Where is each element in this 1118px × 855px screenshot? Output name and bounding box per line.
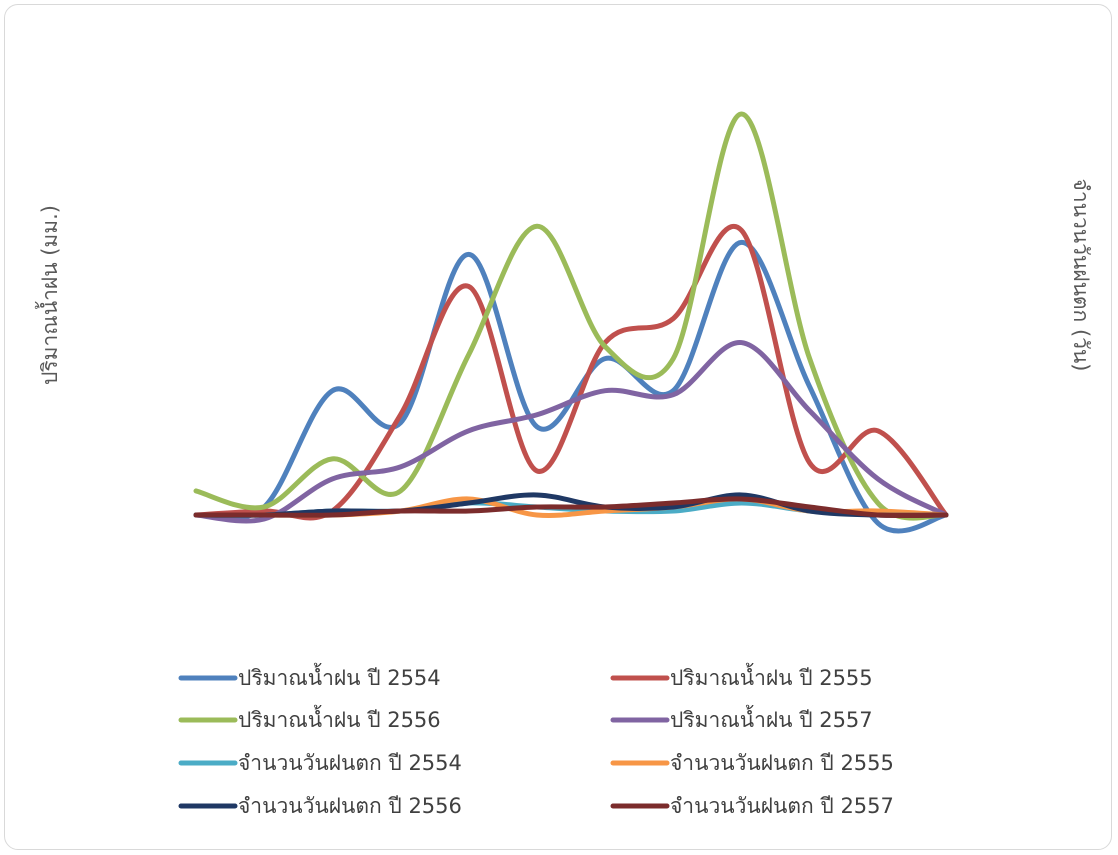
legend-item-1: ปริมาณน้ำฝน ปี 2554 xyxy=(178,663,441,690)
series-line-2 xyxy=(193,224,949,521)
legend-item-5: จำนวนวันฝนตก ปี 2554 xyxy=(178,751,462,775)
legend-label-8: จำนวนวันฝนตก ปี 2557 xyxy=(670,794,894,818)
legend-item-3: ปริมาณน้ำฝน ปี 2556 xyxy=(178,705,441,732)
series-line-8 xyxy=(193,496,949,519)
legend-label-7: จำนวนวันฝนตก ปี 2556 xyxy=(238,794,462,818)
plot-area xyxy=(193,111,949,534)
legend-item-7: จำนวนวันฝนตก ปี 2556 xyxy=(178,794,462,818)
y-axis-left-title: ปริมาณน้ำฝน (มม.) xyxy=(35,205,62,385)
legend-label-3: ปริมาณน้ำฝน ปี 2556 xyxy=(238,705,441,732)
legend-label-5: จำนวนวันฝนตก ปี 2554 xyxy=(238,751,462,775)
legend-label-1: ปริมาณน้ำฝน ปี 2554 xyxy=(238,663,441,690)
legend: ปริมาณน้ำฝน ปี 2554 ปริมาณน้ำฝน ปี 2555 ปร… xyxy=(178,663,894,818)
chart-frame xyxy=(4,4,1112,850)
legend-label-4: ปริมาณน้ำฝน ปี 2557 xyxy=(670,705,873,732)
legend-label-2: ปริมาณน้ำฝน ปี 2555 xyxy=(670,663,873,690)
series-line-1 xyxy=(193,239,949,534)
legend-item-2: ปริมาณน้ำฝน ปี 2555 xyxy=(610,663,873,690)
y-axis-right-title: จำนวนวันฝนตก (วัน) xyxy=(1069,179,1093,372)
legend-item-8: จำนวนวันฝนตก ปี 2557 xyxy=(610,794,894,818)
series-line-3 xyxy=(193,111,949,521)
series-line-4 xyxy=(193,340,949,524)
legend-item-6: จำนวนวันฝนตก ปี 2555 xyxy=(610,751,894,775)
legend-label-6: จำนวนวันฝนตก ปี 2555 xyxy=(670,751,894,775)
legend-item-4: ปริมาณน้ำฝน ปี 2557 xyxy=(610,705,873,732)
series-line-7 xyxy=(193,492,949,518)
